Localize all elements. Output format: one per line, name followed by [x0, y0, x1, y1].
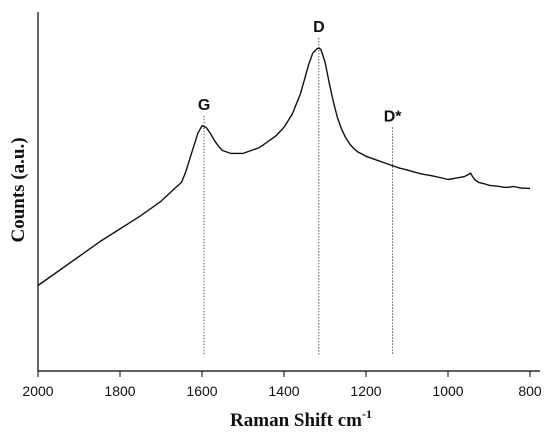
x-tick-label: 1000 — [432, 383, 463, 399]
x-tick-label: 1200 — [350, 383, 381, 399]
x-tick-label: 1800 — [104, 383, 135, 399]
x-tick-label: 800 — [518, 383, 542, 399]
x-axis-title: Raman Shift cm-1 — [230, 407, 372, 431]
peak-marker-lines — [203, 38, 394, 355]
peak-label-dstar: D* — [384, 108, 403, 125]
spectrum-line — [37, 47, 531, 287]
x-tick-label: 1400 — [268, 383, 299, 399]
peak-label-g: G — [198, 97, 210, 114]
peak-label-d: D — [313, 19, 325, 36]
x-ticks: 2000 1800 1600 1400 1200 1000 800 — [22, 371, 542, 399]
x-tick-label: 2000 — [22, 383, 53, 399]
peak-labels: G D D* — [198, 19, 402, 125]
x-tick-label: 1600 — [186, 383, 217, 399]
y-axis-title: Counts (a.u.) — [8, 137, 29, 242]
